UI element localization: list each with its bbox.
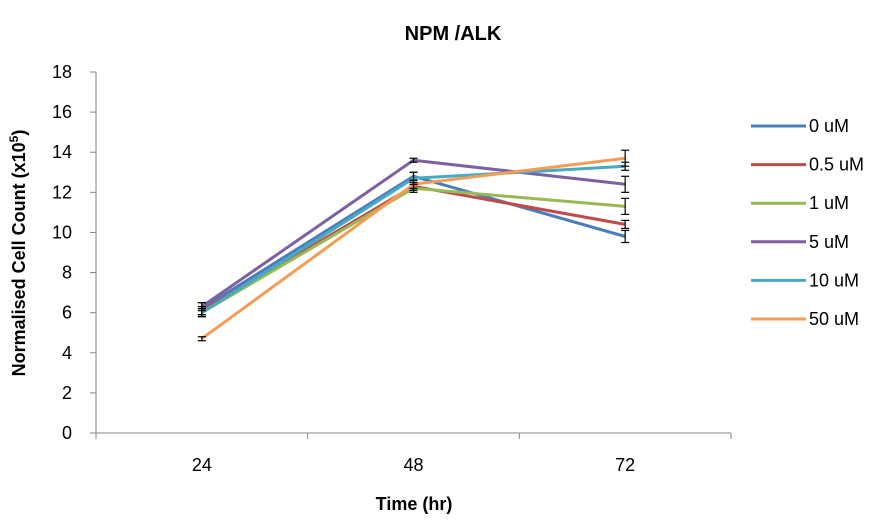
y-tick-label: 10 [52, 222, 72, 242]
y-tick-label: 4 [62, 343, 72, 363]
error-bar [197, 336, 206, 342]
error-bar [621, 175, 630, 193]
legend-item: 0.5 uM [751, 155, 864, 175]
legend-label: 10 uM [809, 270, 859, 290]
y-tick-label: 0 [62, 423, 72, 443]
legend-label: 0 uM [809, 116, 849, 136]
y-tick-label: 18 [52, 62, 72, 82]
legend-label: 5 uM [809, 232, 849, 252]
y-tick-label: 8 [62, 263, 72, 283]
error-bar [409, 179, 418, 189]
x-tick-label: 48 [403, 455, 423, 475]
error-bar [621, 197, 630, 215]
y-tick-label: 14 [52, 142, 72, 162]
legend-item: 0 uM [751, 116, 849, 136]
error-bar [621, 149, 630, 167]
x-tick-label: 72 [615, 455, 635, 475]
x-tick-label: 24 [192, 455, 212, 475]
legend-item: 10 uM [751, 270, 859, 290]
x-axis-title: Time (hr) [376, 494, 453, 514]
legend-label: 1 uM [809, 193, 849, 213]
y-axis-title: Normalised Cell Count (x105) [7, 130, 29, 377]
legend-label: 0.5 uM [809, 155, 864, 175]
series-line-1 [201, 174, 626, 310]
error-bar [409, 157, 418, 163]
y-tick-label: 12 [52, 182, 72, 202]
legend-item: 1 uM [751, 193, 849, 213]
error-bar [621, 219, 630, 230]
error-bar [621, 229, 630, 244]
error-bar [197, 308, 206, 318]
y-axis-title-end: ) [9, 130, 29, 136]
y-tick-label: 6 [62, 303, 72, 323]
y-axis-title-superscript: 5 [7, 135, 21, 142]
y-axis-title-main: Normalised Cell Count (x10 [9, 142, 29, 376]
legend-item: 50 uM [751, 309, 859, 329]
legend-label: 50 uM [809, 309, 859, 329]
y-tick-label: 16 [52, 102, 72, 122]
y-tick-label: 2 [62, 383, 72, 403]
legend-item: 5 uM [751, 232, 849, 252]
chart-title: NPM /ALK [405, 23, 502, 45]
